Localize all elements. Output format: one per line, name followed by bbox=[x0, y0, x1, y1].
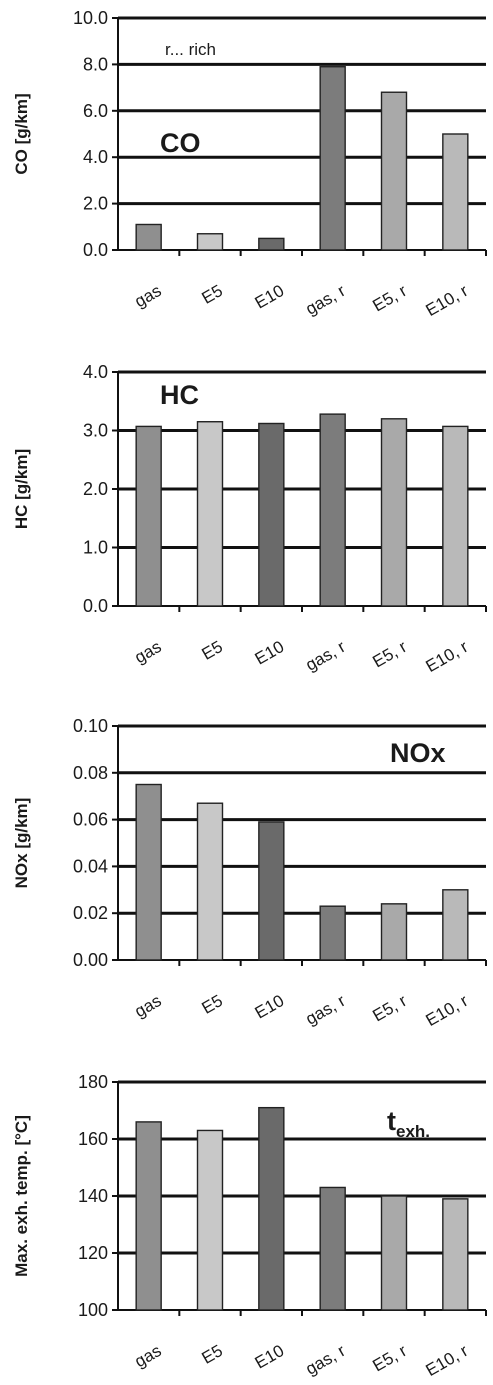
panel-label: texh. bbox=[387, 1106, 430, 1141]
x-category-label: gas bbox=[131, 1341, 164, 1371]
bar-e5-r bbox=[380, 418, 408, 607]
panel-label: NOx bbox=[390, 738, 446, 768]
chart-panel-2: 0.0 1.0 2.0 3.0 4.0 gas E5 E10 gas, r E5, r E10, r… bbox=[12, 362, 487, 676]
x-category-label: E10 bbox=[252, 991, 288, 1023]
bar-gas-r bbox=[319, 905, 346, 961]
bar-e5 bbox=[196, 233, 224, 251]
bar-e10 bbox=[258, 422, 285, 607]
bar-gas-r bbox=[319, 413, 346, 607]
y-tick-label: 0.10 bbox=[73, 716, 108, 736]
x-category-label: E5 bbox=[198, 281, 226, 308]
x-category-label: E10 bbox=[252, 1341, 288, 1373]
x-category-label: gas bbox=[131, 991, 164, 1021]
bar-e10 bbox=[258, 1106, 285, 1311]
bar-gas bbox=[135, 1121, 162, 1311]
x-category-label: gas bbox=[131, 281, 164, 311]
bar-gas-r bbox=[319, 66, 346, 251]
bar-e5 bbox=[196, 802, 224, 961]
y-tick-label: 6.0 bbox=[83, 101, 108, 121]
x-category-label: E10, r bbox=[423, 991, 472, 1030]
y-tick-label: 0.08 bbox=[73, 763, 108, 783]
y-tick-label: 180 bbox=[78, 1072, 108, 1092]
bar-e5-r bbox=[380, 1195, 408, 1311]
bar-e10 bbox=[258, 237, 285, 251]
y-tick-label: 100 bbox=[78, 1300, 108, 1320]
x-category-label: E10 bbox=[252, 637, 288, 669]
y-tick-label: 0.04 bbox=[73, 856, 108, 876]
y-tick-label: 140 bbox=[78, 1186, 108, 1206]
x-category-label: E5 bbox=[198, 637, 226, 664]
y-tick-label: 8.0 bbox=[83, 54, 108, 74]
panel-label: HC bbox=[160, 380, 199, 410]
y-tick-label: 1.0 bbox=[83, 538, 108, 558]
bar-e10 bbox=[258, 821, 285, 961]
bar-gas bbox=[135, 223, 162, 251]
y-tick-label: 0.0 bbox=[83, 596, 108, 616]
x-category-label: E5, r bbox=[369, 281, 410, 316]
bar-e5 bbox=[196, 1129, 224, 1311]
x-category-label: E5 bbox=[198, 1341, 226, 1368]
bar-e10-r bbox=[442, 425, 469, 607]
y-tick-label: 2.0 bbox=[83, 194, 108, 214]
annotation-note: r... rich bbox=[165, 40, 216, 59]
x-category-label: gas bbox=[131, 637, 164, 667]
x-category-label: E5 bbox=[198, 991, 226, 1018]
x-category-label: gas, r bbox=[302, 637, 349, 675]
panel-label-subscript: exh. bbox=[396, 1122, 430, 1141]
y-tick-label: 0.02 bbox=[73, 903, 108, 923]
y-tick-label: 3.0 bbox=[83, 421, 108, 441]
bar-e5 bbox=[196, 421, 224, 607]
x-category-label: gas, r bbox=[302, 991, 349, 1029]
bar-e5-r bbox=[380, 903, 408, 961]
y-tick-label: 2.0 bbox=[83, 479, 108, 499]
bar-gas bbox=[135, 425, 162, 607]
y-tick-label: 0.0 bbox=[83, 240, 108, 260]
bar-gas-r bbox=[319, 1186, 346, 1311]
y-tick-label: 160 bbox=[78, 1129, 108, 1149]
y-axis-title: HC [g/km] bbox=[12, 449, 31, 529]
x-category-label: gas, r bbox=[302, 281, 349, 319]
y-tick-label: 0.06 bbox=[73, 810, 108, 830]
chart-panel-1: 0.0 2.0 4.0 6.0 8.0 10.0 gas E5 E10 gas, r E5, r E1… bbox=[12, 8, 487, 320]
y-tick-label: 120 bbox=[78, 1243, 108, 1263]
panel-label: CO bbox=[160, 128, 201, 158]
chart-panel-3: 0.00 0.02 0.04 0.06 0.08 0.10 gas E5 E10 gas, r E5… bbox=[12, 716, 487, 1030]
bar-e5-r bbox=[380, 91, 408, 251]
chart-panel-4: 100 120 140 160 180 gas E5 E10 gas, r E5, r E10, r… bbox=[12, 1072, 487, 1380]
y-tick-label: 10.0 bbox=[73, 8, 108, 28]
x-category-label: E10 bbox=[252, 281, 288, 313]
bar-e10-r bbox=[442, 133, 469, 251]
y-tick-label: 0.00 bbox=[73, 950, 108, 970]
x-category-label: E10, r bbox=[423, 1341, 472, 1380]
x-category-label: E5, r bbox=[369, 991, 410, 1026]
x-category-label: E5, r bbox=[369, 1341, 410, 1376]
bar-gas bbox=[135, 783, 162, 961]
y-axis-title: CO [g/km] bbox=[12, 93, 31, 174]
x-category-label: E10, r bbox=[423, 281, 472, 320]
y-axis-title: NOx [g/km] bbox=[12, 798, 31, 889]
x-category-label: gas, r bbox=[302, 1341, 349, 1379]
x-category-label: E10, r bbox=[423, 637, 472, 676]
y-tick-label: 4.0 bbox=[83, 362, 108, 382]
y-axis-title: Max. exh. temp. [°C] bbox=[12, 1115, 31, 1277]
y-tick-label: 4.0 bbox=[83, 147, 108, 167]
bar-e10-r bbox=[442, 1198, 469, 1311]
x-category-label: E5, r bbox=[369, 637, 410, 672]
bar-e10-r bbox=[442, 889, 469, 961]
